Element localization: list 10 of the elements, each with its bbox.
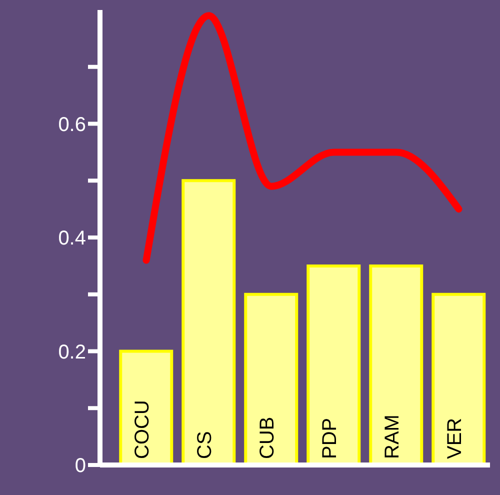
x-tick-label: VER [444,418,466,459]
y-tick-label: 0.4 [58,228,86,250]
x-tick-label: CUB [256,416,278,459]
y-tick-label: 0.2 [58,341,86,364]
x-tick-label: COCU [131,400,154,459]
y-tick-label: 0 [74,455,86,478]
x-tick-label: RAM [381,414,404,459]
y-tick-label: 0.6 [58,114,86,136]
x-tick-label: CS [194,431,216,459]
x-tick-label: PDP [318,418,341,459]
